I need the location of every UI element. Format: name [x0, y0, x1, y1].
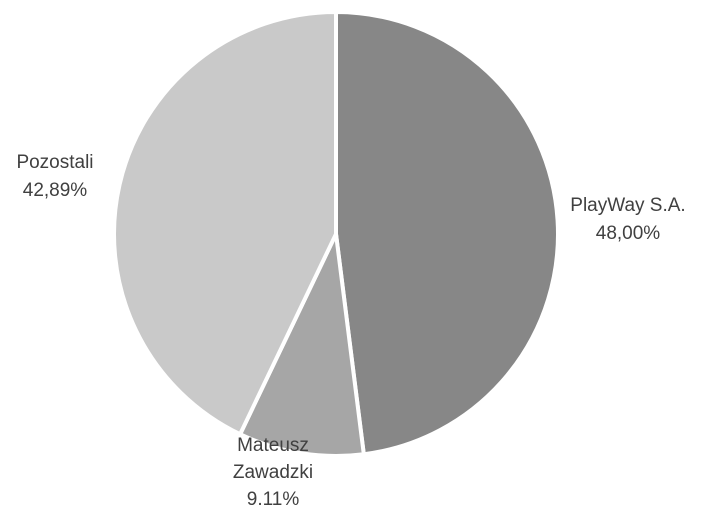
pie-slices [112, 10, 560, 458]
pie-slice-1 [238, 232, 366, 458]
pie-label-1: Mateusz Zawadzki 9.11% [233, 435, 313, 510]
pie-label-1-line-1: Zawadzki [233, 462, 313, 483]
pie-labels: PlayWay S.A. 48,00% Mateusz Zawadzki 9.11% Po… [16, 152, 685, 510]
pie-slice-2 [112, 10, 338, 437]
pie-slice-0 [334, 10, 560, 457]
pie-label-0-line-1: 48,00% [596, 223, 661, 244]
pie-label-1-line-0: Mateusz [237, 435, 309, 456]
pie-label-0: PlayWay S.A. 48,00% [570, 195, 685, 244]
pie-label-2: Pozostali 42,89% [16, 152, 93, 201]
pie-label-2-line-1: 42,89% [23, 180, 88, 201]
pie-label-0-line-0: PlayWay S.A. [570, 195, 685, 216]
pie-label-1-line-2: 9.11% [247, 489, 300, 510]
pie-label-2-line-0: Pozostali [16, 152, 93, 173]
